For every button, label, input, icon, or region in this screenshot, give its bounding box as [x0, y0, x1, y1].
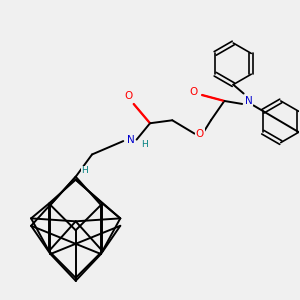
Text: O: O: [124, 91, 132, 100]
Text: O: O: [190, 87, 198, 97]
Text: H: H: [141, 140, 148, 148]
Text: O: O: [196, 129, 204, 139]
Text: N: N: [245, 96, 253, 106]
Text: H: H: [81, 166, 88, 175]
Text: N: N: [127, 135, 135, 145]
